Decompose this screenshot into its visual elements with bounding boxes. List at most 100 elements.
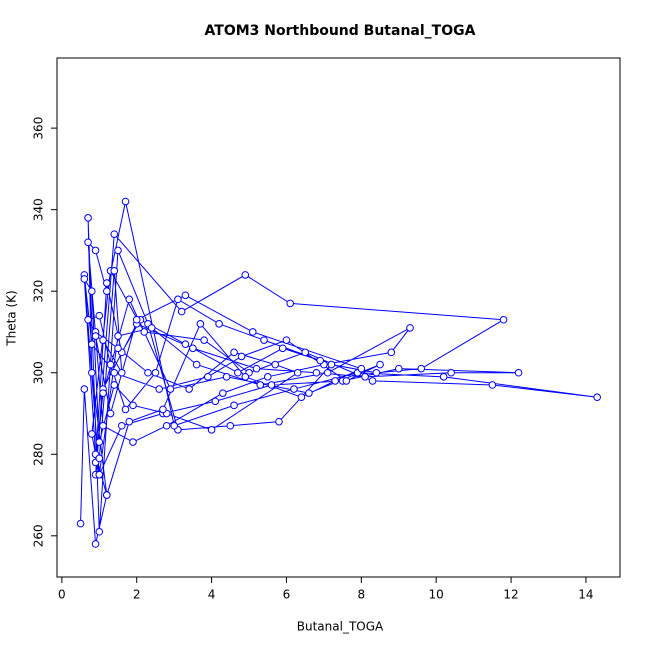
x-tick-label: 8 — [358, 588, 366, 602]
data-point — [106, 360, 115, 369]
data-point — [278, 344, 287, 353]
data-point — [301, 348, 309, 357]
data-point — [439, 373, 448, 381]
x-tick-label: 10 — [429, 588, 444, 602]
data-point — [110, 230, 119, 238]
data-point — [140, 328, 149, 336]
data-point — [196, 320, 205, 328]
data-point — [95, 454, 104, 463]
x-axis-label: Butanal_TOGA — [297, 620, 384, 634]
data-point — [230, 401, 238, 410]
data-point — [91, 540, 100, 548]
data-point — [215, 320, 223, 328]
y-tick-label: 300 — [32, 361, 46, 384]
data-point — [331, 377, 339, 385]
chart-title: ATOM3 Northbound Butanal_TOGA — [205, 23, 476, 39]
x-tick-label: 14 — [578, 588, 593, 602]
data-point — [200, 336, 208, 344]
data-point — [342, 377, 351, 385]
y-tick-label: 320 — [32, 280, 46, 303]
data-point — [488, 381, 497, 389]
data-point — [121, 197, 130, 206]
data-point — [271, 360, 280, 369]
data-point — [234, 368, 242, 377]
data-point — [147, 324, 156, 332]
data-point — [394, 364, 403, 373]
data-point — [125, 417, 134, 426]
data-point — [312, 368, 321, 377]
data-point — [286, 299, 295, 308]
data-point — [114, 246, 122, 255]
data-point — [117, 421, 126, 430]
data-point — [282, 336, 291, 344]
data-point — [256, 381, 265, 389]
x-tick-label: 2 — [133, 588, 141, 602]
data-point — [106, 409, 115, 418]
data-point — [117, 368, 126, 377]
data-point — [162, 421, 171, 430]
data-point — [181, 291, 190, 300]
data-point — [129, 438, 137, 446]
data-point — [110, 267, 119, 275]
data-point — [80, 275, 89, 283]
data-point — [170, 421, 178, 430]
y-tick-label: 360 — [32, 117, 46, 140]
data-point — [204, 373, 212, 381]
data-point — [177, 307, 186, 316]
data-point — [372, 368, 381, 377]
data-point — [417, 364, 426, 373]
data-point — [368, 377, 377, 385]
data-point — [226, 421, 235, 430]
data-point — [99, 421, 107, 430]
data-point — [222, 373, 231, 381]
data-point — [305, 389, 313, 397]
data-point — [76, 519, 85, 528]
data-point — [316, 356, 324, 365]
data-point — [102, 491, 111, 499]
x-tick-label: 4 — [208, 588, 216, 602]
data-point — [95, 527, 104, 536]
data-point — [151, 368, 160, 377]
data-point — [192, 360, 201, 369]
data-point — [88, 430, 96, 438]
data-point — [99, 389, 107, 397]
data-point — [260, 336, 268, 344]
data-point — [252, 364, 261, 373]
data-point — [593, 393, 601, 402]
data-point — [88, 340, 96, 349]
data-point — [275, 417, 283, 426]
data-point — [159, 405, 167, 414]
data-point — [166, 385, 175, 393]
data-point — [211, 397, 220, 406]
data-point — [499, 315, 508, 324]
data-point — [267, 381, 276, 389]
data-point — [114, 332, 122, 340]
data-point — [132, 315, 141, 324]
data-point — [95, 311, 104, 320]
data-point — [241, 373, 250, 381]
data-point — [84, 315, 92, 324]
data-point — [114, 344, 122, 353]
data-point — [293, 368, 302, 377]
data-point — [241, 271, 250, 279]
data-point — [297, 393, 306, 402]
y-axis-label: Theta (K) — [5, 290, 19, 346]
data-point — [110, 381, 119, 389]
data-point — [91, 332, 100, 340]
data-point — [185, 385, 193, 393]
data-point — [327, 360, 336, 369]
data-point — [95, 470, 104, 479]
data-point — [88, 287, 96, 296]
data-point — [406, 324, 414, 332]
data-point — [91, 246, 100, 255]
data-point — [84, 214, 92, 222]
data-point — [219, 389, 227, 397]
data-point — [102, 279, 111, 287]
data-point — [290, 385, 298, 393]
data-point — [387, 348, 396, 357]
data-point — [144, 368, 152, 377]
data-point — [237, 352, 246, 361]
data-point — [514, 368, 523, 377]
